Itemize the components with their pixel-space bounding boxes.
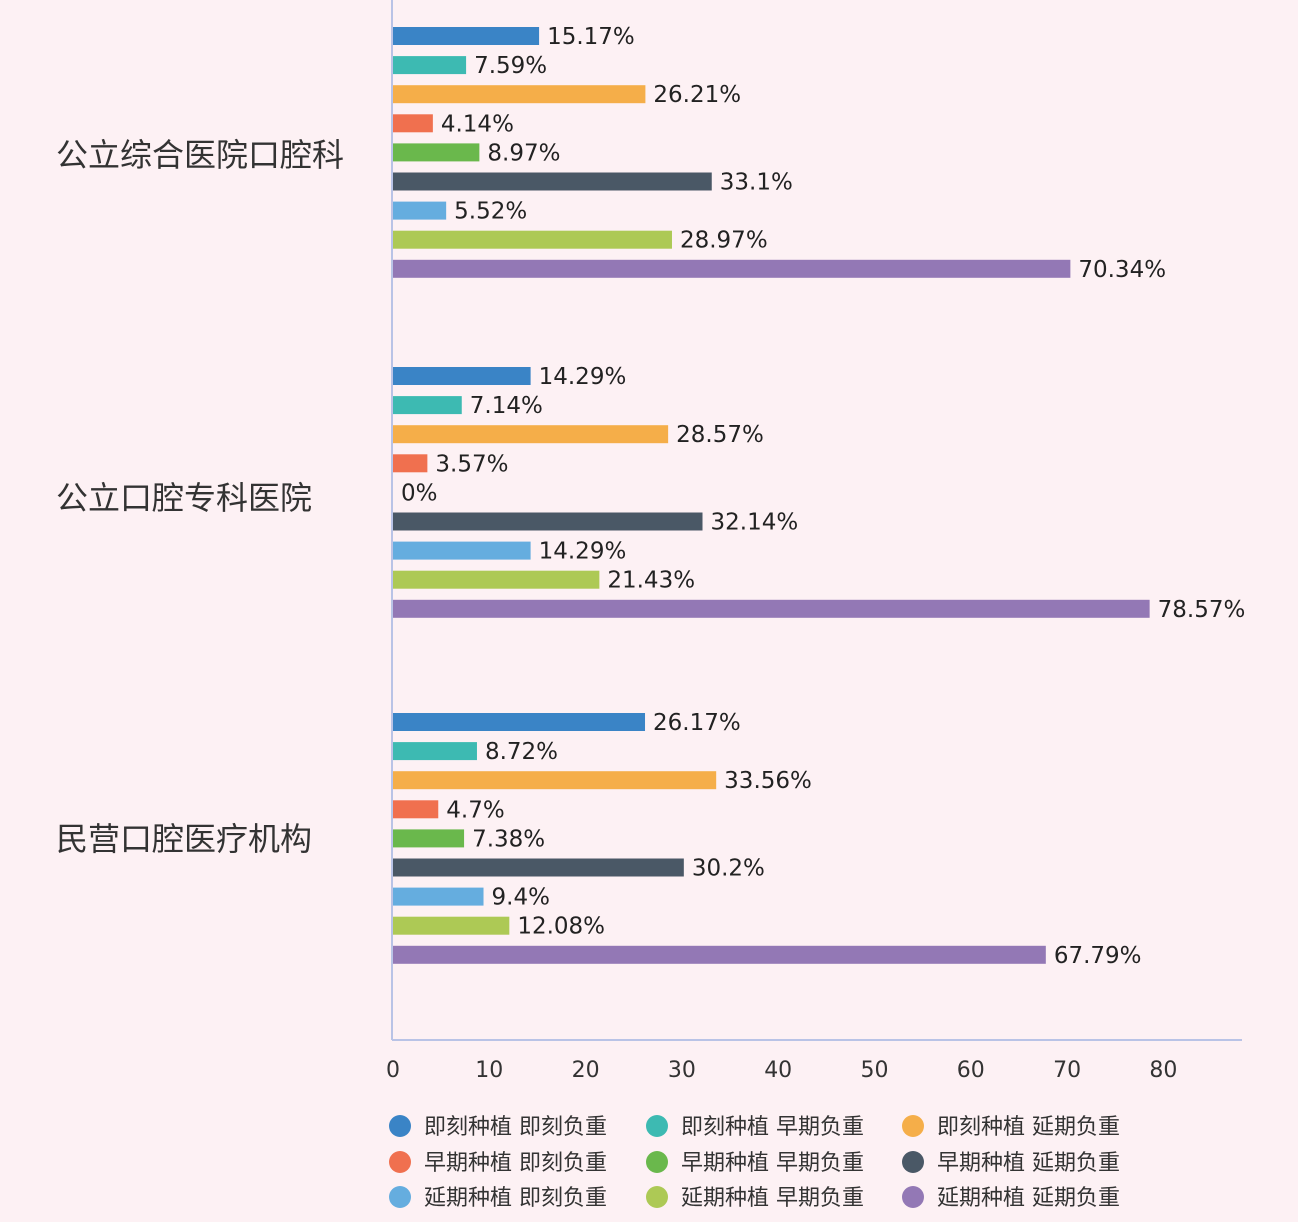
- x-tick-label: 0: [386, 1058, 400, 1083]
- bar-value-label: 7.14%: [470, 393, 543, 419]
- legend-label: 延期种植 延期负重: [937, 1186, 1120, 1211]
- bar-value-label: 8.97%: [487, 140, 560, 166]
- bar: [393, 599, 1150, 618]
- x-tick-label: 70: [1053, 1058, 1081, 1083]
- legend-swatch: [902, 1115, 924, 1137]
- legend-label: 即刻种植 延期负重: [937, 1115, 1120, 1140]
- bar: [393, 230, 672, 249]
- bar-value-label: 28.57%: [676, 422, 764, 448]
- bar-value-label: 7.38%: [472, 826, 545, 852]
- bar: [393, 259, 1071, 278]
- legend-label: 延期种植 即刻负重: [424, 1186, 607, 1211]
- legend-label: 早期种植 延期负重: [937, 1151, 1120, 1176]
- bar: [393, 945, 1046, 964]
- bar-value-label: 26.17%: [653, 710, 741, 736]
- x-tick-label: 50: [861, 1058, 889, 1083]
- bar: [393, 367, 531, 385]
- axes: 0 10 20 30 40 50 60 70 80: [386, 0, 1242, 1083]
- bar-value-label: 70.34%: [1078, 257, 1166, 283]
- legend-swatch: [389, 1151, 411, 1173]
- bar-value-label: 9.4%: [492, 885, 550, 911]
- bar: [393, 742, 477, 761]
- bar-value-label: 15.17%: [547, 24, 635, 50]
- bar: [393, 114, 433, 133]
- bar-value-label: 14.29%: [539, 539, 627, 565]
- category-label: 公立综合医院口腔科: [56, 136, 344, 174]
- legend-label: 即刻种植 即刻负重: [424, 1115, 607, 1140]
- legend-label: 即刻种植 早期负重: [681, 1115, 864, 1140]
- bar: [393, 771, 717, 790]
- bar: [393, 425, 669, 444]
- bar: [393, 454, 428, 473]
- bars: 15.17%7.59% 26.21% 4.14% 8.97% 33.1% 5.52% 28.…: [393, 24, 1245, 969]
- bar: [393, 56, 467, 75]
- legend-swatch: [646, 1186, 668, 1208]
- category-label: 民营口腔医疗机构: [56, 820, 312, 858]
- legend-swatch: [646, 1115, 668, 1137]
- x-tick-label: 20: [572, 1058, 600, 1083]
- bar-value-label: 33.56%: [724, 768, 812, 794]
- bar-value-label: 4.14%: [441, 111, 514, 137]
- x-tick-label: 30: [668, 1058, 696, 1083]
- bar: [393, 172, 712, 191]
- bar: [393, 800, 439, 819]
- legend-swatch: [902, 1151, 924, 1173]
- bar-value-label: 7.59%: [474, 53, 547, 79]
- legend-swatch: [902, 1186, 924, 1208]
- legend-label: 延期种植 早期负重: [681, 1186, 864, 1211]
- bar: [393, 27, 540, 45]
- bar: [393, 396, 462, 415]
- bar: [393, 570, 600, 589]
- x-tick-label: 80: [1149, 1058, 1177, 1083]
- bar: [393, 829, 465, 848]
- legend-swatch: [646, 1151, 668, 1173]
- legend-label: 早期种植 即刻负重: [424, 1151, 607, 1176]
- legend-label: 早期种植 早期负重: [681, 1151, 864, 1176]
- bar-value-label: 8.72%: [485, 739, 558, 765]
- bar-value-label: 5.52%: [454, 199, 527, 225]
- bar: [393, 887, 484, 906]
- bar: [393, 858, 684, 877]
- bar: [393, 541, 531, 560]
- category-label: 公立口腔专科医院: [56, 479, 312, 517]
- x-tick-label: 60: [957, 1058, 985, 1083]
- bar: [393, 713, 646, 731]
- bar-value-label: 30.2%: [692, 856, 765, 882]
- bar-value-label: 33.1%: [720, 170, 793, 196]
- bar-value-label: 21.43%: [607, 568, 695, 594]
- bar-value-label: 12.08%: [517, 914, 605, 940]
- bar-value-label: 32.14%: [711, 510, 799, 536]
- bar-value-label: 4.7%: [446, 797, 504, 823]
- bar: [393, 85, 646, 104]
- bar-value-label: 78.57%: [1158, 597, 1246, 623]
- bar: [393, 201, 447, 220]
- bar: [393, 916, 510, 935]
- x-tick-label: 10: [475, 1058, 503, 1083]
- bar: [393, 512, 703, 531]
- bar-value-label: 14.29%: [539, 364, 627, 390]
- bar-value-label: 28.97%: [680, 228, 768, 254]
- bar-value-label: 3.57%: [435, 451, 508, 477]
- legend-swatch: [389, 1186, 411, 1208]
- bar: [393, 143, 480, 162]
- bar-value-label: 26.21%: [653, 82, 741, 108]
- legend-swatch: [389, 1115, 411, 1137]
- bar-value-label: 0%: [401, 480, 438, 506]
- bar-value-label: 67.79%: [1054, 943, 1142, 969]
- x-tick-label: 40: [764, 1058, 792, 1083]
